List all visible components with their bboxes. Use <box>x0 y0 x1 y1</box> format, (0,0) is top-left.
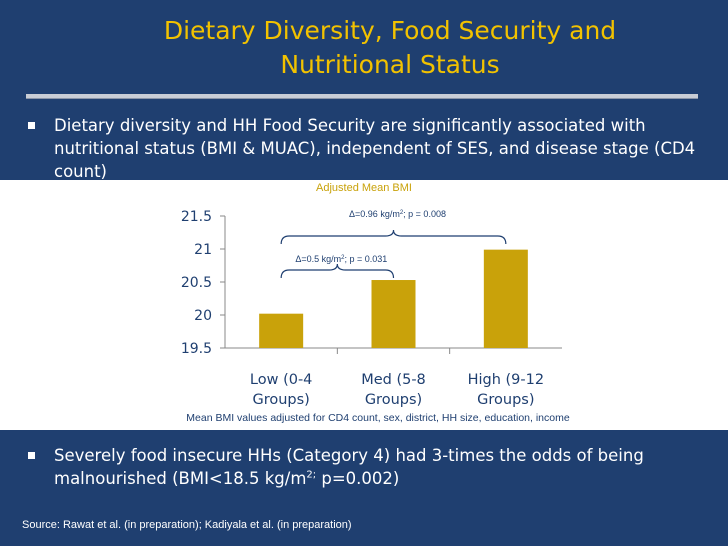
bullet-2-superscript: 2; <box>306 469 317 481</box>
x-tick-label: High (9-12 <box>468 372 545 388</box>
bullet-2-text-main: Severely food insecure HHs (Category 4) … <box>54 446 644 488</box>
bullet-square-icon <box>28 122 35 129</box>
annotations: Δ=0.5 kg/m2; p = 0.031 Δ=0.96 kg/m2; p = … <box>280 209 507 279</box>
x-axis-labels: Low (0-4 Groups) Med (5-8 Groups) High (9-12… <box>250 372 544 408</box>
chart-title: Adjusted Mean BMI <box>316 182 412 194</box>
bar <box>483 249 528 348</box>
bullet-2-text-end: p=0.002) <box>316 469 400 488</box>
annotation-label: Δ=0.96 kg/m2; p = 0.008 <box>349 209 446 219</box>
bars <box>259 249 528 348</box>
bullet-square-icon <box>28 452 35 459</box>
bar <box>371 280 416 348</box>
source-note: Source: Rawat et al. (in preparation); K… <box>22 519 352 531</box>
y-tick-label: 21 <box>194 242 212 258</box>
title-divider <box>26 94 698 99</box>
y-tick-label: 19.5 <box>181 341 212 357</box>
chart-background <box>0 180 728 430</box>
title-line-1: Dietary Diversity, Food Security and <box>163 16 617 45</box>
x-tick-label: Groups) <box>477 392 534 408</box>
x-tick-label: Med (5-8 <box>361 372 426 388</box>
chart-note: Mean BMI values adjusted for CD4 count, … <box>186 412 570 424</box>
x-tick-label: Low (0-4 <box>250 372 313 388</box>
bullet-2-text: Severely food insecure HHs (Category 4) … <box>54 444 704 490</box>
y-tick-label: 20 <box>194 308 212 324</box>
x-tick-label: Groups) <box>252 392 309 408</box>
bullet-1-text: Dietary diversity and HH Food Security a… <box>54 116 696 181</box>
y-tick-label: 21.5 <box>181 209 212 225</box>
significance-bracket <box>280 229 507 245</box>
significance-bracket <box>280 263 395 279</box>
x-tick-label: Groups) <box>365 392 422 408</box>
title-line-2: Nutritional Status <box>280 50 500 79</box>
y-tick-label: 20.5 <box>181 275 212 291</box>
bar <box>259 313 304 348</box>
annotation-label: Δ=0.5 kg/m2; p = 0.031 <box>295 254 387 264</box>
page-title: Dietary Diversity, Food Security and Nut… <box>80 14 700 82</box>
